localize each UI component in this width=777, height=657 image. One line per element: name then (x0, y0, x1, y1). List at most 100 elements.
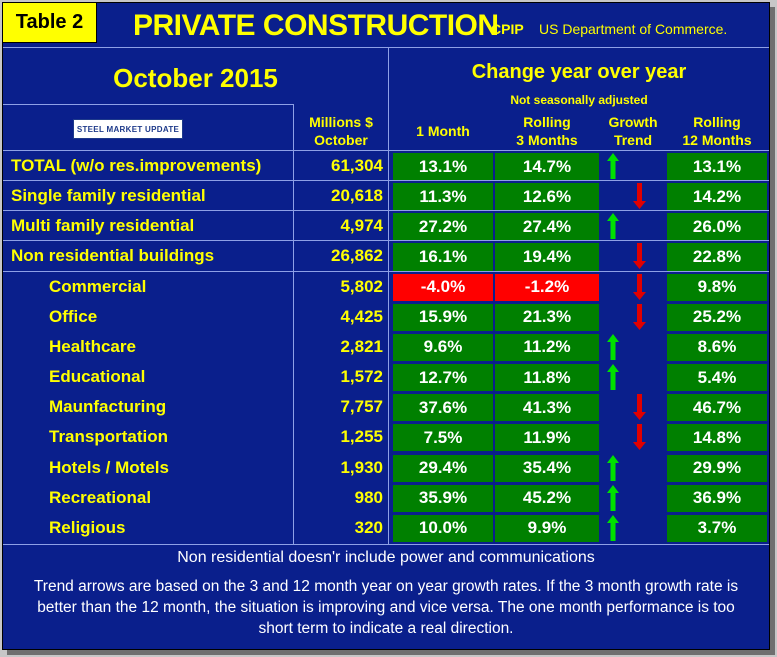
one-month-cell: 29.4% (393, 454, 493, 482)
row-divider (3, 210, 769, 212)
column-header-divider (3, 150, 769, 151)
rolling12-cell: 22.8% (667, 243, 767, 271)
rolling3-column-header: Rolling 3 Months (495, 113, 599, 149)
footnote: Non residential doesn'r include power an… (177, 549, 595, 566)
trend-down-arrow-icon (633, 424, 646, 451)
row-label: Educational (49, 367, 146, 387)
one-month-cell: 13.1% (393, 153, 493, 181)
rolling3-cell: 14.7% (495, 153, 599, 181)
row-millions: 7,757 (340, 397, 383, 417)
row-label: Multi family residential (11, 216, 195, 236)
one-month-cell: 27.2% (393, 213, 493, 241)
rolling12-cell: 9.8% (667, 273, 767, 301)
table-bottom-divider (3, 544, 769, 545)
rolling3-cell: 45.2% (495, 484, 599, 512)
row-divider (3, 180, 769, 182)
row-label: Maunfacturing (49, 397, 167, 417)
row-label: Commercial (49, 276, 147, 296)
one-month-cell: 10.0% (393, 514, 493, 542)
row-millions: 20,618 (331, 186, 383, 206)
logo-text: STEEL MARKET UPDATE (76, 124, 180, 134)
row-millions: 4,425 (340, 306, 383, 326)
row-divider (3, 240, 769, 242)
row-millions: 1,572 (340, 367, 383, 387)
rolling12-cell: 5.4% (667, 364, 767, 392)
row-millions: 980 (354, 487, 383, 507)
trend-up-arrow-icon (607, 364, 619, 391)
month-divider (3, 104, 293, 105)
data-source: US Department of Commerce. (539, 21, 728, 37)
millions-header-line2: October (314, 132, 368, 148)
row-millions: 1,255 (340, 427, 383, 447)
row-millions: 320 (354, 517, 383, 537)
period-label: October 2015 (113, 63, 278, 93)
rolling12-cell: 14.8% (667, 424, 767, 452)
one-month-column-header: 1 Month (416, 123, 470, 139)
table-tag: Table 2 (3, 3, 97, 43)
rolling12-column-header: Rolling 12 Months (667, 113, 767, 149)
explanation-text: Trend arrows are based on the 3 and 12 m… (33, 578, 739, 637)
row-label: Non residential buildings (11, 246, 215, 266)
rolling3-cell: 41.3% (495, 394, 599, 422)
rolling3-cell: 19.4% (495, 243, 599, 271)
one-month-cell: 35.9% (393, 484, 493, 512)
one-month-cell: 37.6% (393, 394, 493, 422)
trend-down-arrow-icon (633, 183, 646, 210)
label-column-divider (293, 104, 294, 545)
row-divider (3, 270, 769, 272)
rolling12-cell: 13.1% (667, 153, 767, 181)
row-label: Transportation (49, 427, 169, 447)
trend-up-arrow-icon (607, 484, 619, 511)
one-month-cell: 16.1% (393, 243, 493, 271)
not-seasonally-adjusted-label: Not seasonally adjusted (510, 93, 648, 107)
row-label: Hotels / Motels (49, 457, 169, 477)
rolling12-cell: 8.6% (667, 333, 767, 362)
rolling3-cell: 9.9% (495, 514, 599, 542)
rolling12-cell: 3.7% (667, 514, 767, 542)
row-millions: 61,304 (331, 156, 383, 175)
growth-trend-column-header: Growth Trend (601, 113, 665, 149)
rolling3-header-line2: 3 Months (516, 132, 578, 148)
row-millions: 1,930 (340, 457, 383, 477)
row-label: Healthcare (49, 336, 136, 356)
trend-up-arrow-icon (607, 514, 619, 541)
row-label: Religious (49, 517, 126, 537)
one-month-cell: 7.5% (393, 424, 493, 452)
rolling3-cell: 27.4% (495, 213, 599, 241)
row-millions: 4,974 (340, 216, 383, 236)
row-millions: 26,862 (331, 246, 383, 266)
steel-market-update-logo: STEEL MARKET UPDATE (73, 119, 183, 139)
growth-header-line2: Trend (613, 132, 653, 148)
row-label: Single family residential (11, 186, 206, 206)
trend-up-arrow-icon (607, 333, 619, 360)
row-label: TOTAL (w/o res.improvements) (11, 156, 262, 175)
millions-column-header: Millions $ October (295, 113, 387, 149)
section-divider (388, 47, 389, 545)
rolling12-cell: 25.2% (667, 303, 767, 331)
rolling3-cell: 11.8% (495, 364, 599, 392)
header-divider (3, 47, 769, 48)
table-frame: Table 2 PRIVATE CONSTRUCTION CPIP US Dep… (2, 2, 770, 650)
rolling3-cell: 12.6% (495, 183, 599, 211)
trend-up-arrow-icon (607, 454, 619, 481)
growth-header-line1: Growth (608, 114, 658, 130)
one-month-cell: 15.9% (393, 303, 493, 331)
rolling3-cell: 11.9% (495, 424, 599, 452)
rolling3-cell: -1.2% (495, 273, 599, 301)
row-millions: 2,821 (340, 336, 383, 356)
row-label: Office (49, 306, 98, 326)
row-label: Recreational (49, 487, 152, 507)
trend-down-arrow-icon (633, 273, 646, 300)
rolling12-header-line1: Rolling (693, 114, 741, 130)
trend-up-arrow-icon (607, 213, 619, 240)
one-month-cell: -4.0% (393, 273, 493, 301)
rolling3-cell: 11.2% (495, 333, 599, 362)
rolling3-header-line1: Rolling (523, 114, 571, 130)
rolling12-cell: 46.7% (667, 394, 767, 422)
rolling12-cell: 14.2% (667, 183, 767, 211)
one-month-cell: 12.7% (393, 364, 493, 392)
trend-down-arrow-icon (633, 394, 646, 421)
rolling3-cell: 35.4% (495, 454, 599, 482)
row-millions: 5,802 (340, 276, 383, 296)
trend-down-arrow-icon (633, 303, 646, 330)
